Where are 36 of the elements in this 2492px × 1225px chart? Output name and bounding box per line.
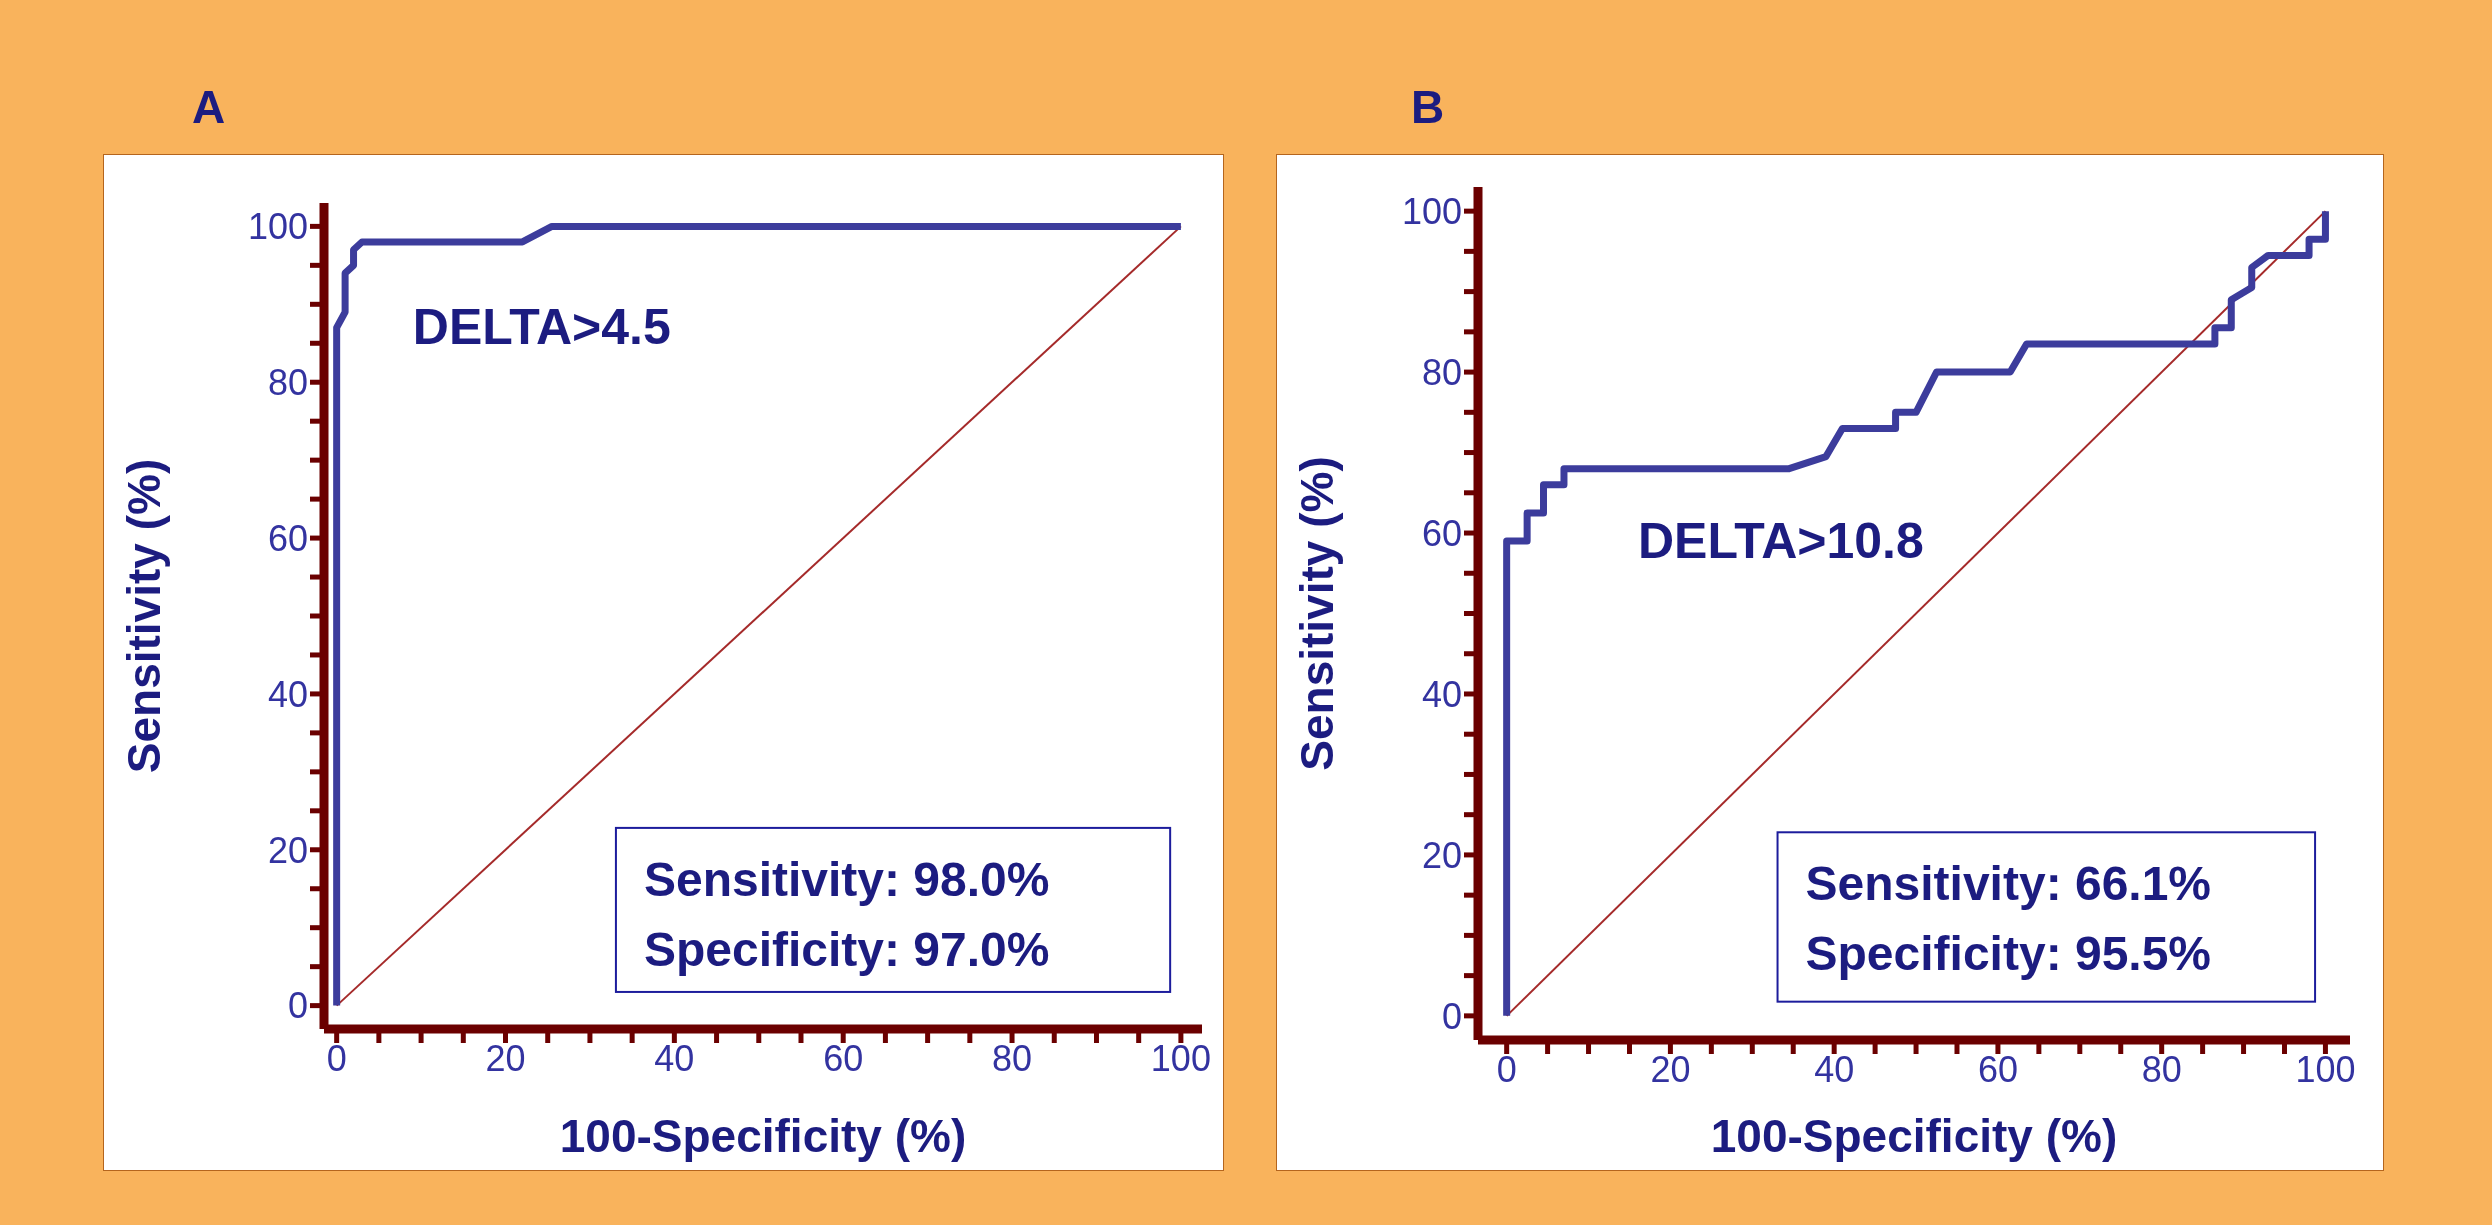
x-tick-label: 20 — [485, 1037, 526, 1079]
y-tick-label: 100 — [1401, 190, 1462, 232]
y-axis-title: Sensitivity (%) — [118, 458, 171, 774]
x-tick-label: 60 — [823, 1037, 864, 1079]
x-tick-label: 100 — [2295, 1048, 2356, 1090]
x-tick-label: 80 — [2141, 1048, 2182, 1090]
y-tick-label: 40 — [1421, 673, 1462, 715]
x-axis-title: 100-Specificity (%) — [1710, 1110, 2118, 1162]
chart-title: B — [1411, 80, 1445, 134]
chart-title: A — [192, 80, 226, 134]
annotation: Sensitivity: 66.1% — [1805, 857, 2212, 911]
annotation: Specificity: 95.5% — [1805, 927, 2212, 981]
x-tick-label: 40 — [654, 1037, 695, 1079]
y-tick-label: 20 — [1421, 834, 1462, 876]
x-tick-label: 0 — [326, 1037, 347, 1079]
y-tick-label: 20 — [267, 829, 308, 871]
y-tick-label: 80 — [267, 362, 308, 404]
annotation: DELTA>10.8 — [1638, 513, 1924, 570]
x-tick-label: 40 — [1814, 1048, 1855, 1090]
y-tick-label: 0 — [1441, 995, 1462, 1037]
x-tick-label: 20 — [1650, 1048, 1691, 1090]
y-tick-label: 60 — [267, 517, 308, 559]
x-tick-label: 60 — [1977, 1048, 2018, 1090]
x-axis-title: 100-Specificity (%) — [559, 1110, 967, 1162]
y-tick-label: 60 — [1421, 512, 1462, 554]
y-axis-title: Sensitivity (%) — [1291, 456, 1344, 771]
x-tick-label: 80 — [992, 1037, 1033, 1079]
annotation: DELTA>4.5 — [412, 298, 671, 355]
x-tick-label: 100 — [1150, 1037, 1211, 1079]
annotation: Sensitivity: 98.0% — [643, 852, 1050, 906]
y-tick-label: 0 — [287, 985, 308, 1027]
y-tick-label: 100 — [247, 206, 308, 248]
annotation: Specificity: 97.0% — [643, 922, 1050, 976]
x-tick-label: 0 — [1496, 1048, 1517, 1090]
y-tick-label: 80 — [1421, 351, 1462, 393]
y-tick-label: 40 — [267, 673, 308, 715]
